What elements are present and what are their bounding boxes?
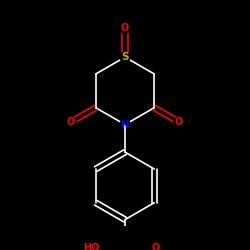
Circle shape xyxy=(66,117,76,127)
Text: S: S xyxy=(121,52,129,62)
Text: O: O xyxy=(121,24,129,34)
Circle shape xyxy=(120,120,130,130)
Circle shape xyxy=(120,52,130,62)
Text: HO: HO xyxy=(83,243,100,250)
Text: O: O xyxy=(67,117,75,127)
Circle shape xyxy=(151,243,161,250)
Text: O: O xyxy=(175,117,183,127)
Text: N: N xyxy=(120,120,130,130)
Circle shape xyxy=(174,117,184,127)
Text: O: O xyxy=(152,243,160,250)
Circle shape xyxy=(120,24,130,34)
Circle shape xyxy=(82,238,101,250)
